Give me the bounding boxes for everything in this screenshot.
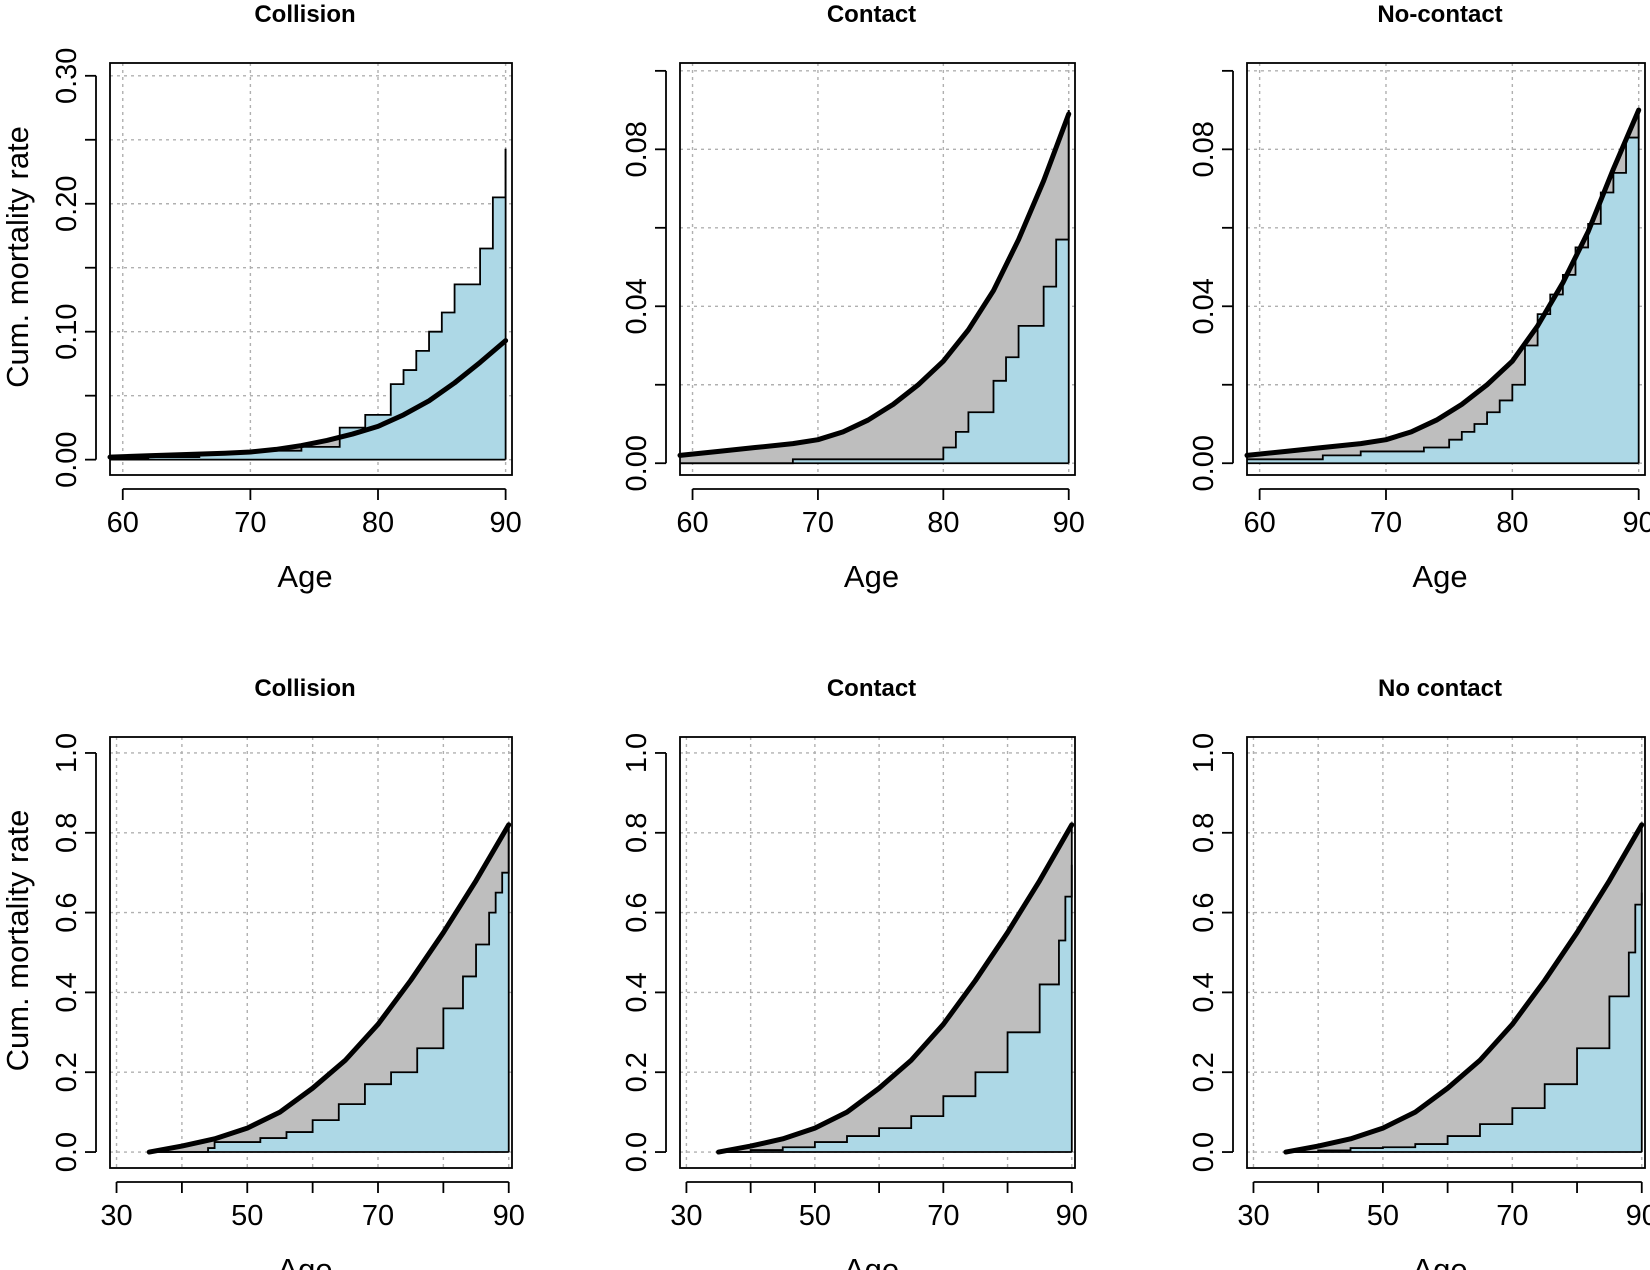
x-tick-label: 70	[1370, 507, 1402, 539]
y-tick-label: 0.20	[51, 176, 83, 232]
expected-curve-line	[146, 822, 512, 1155]
observed-step-line	[680, 110, 1070, 465]
panel-2: 60 70 80 90 0.00 0.04 0.08 Contact Age	[621, 1, 1085, 594]
y-tick-label: 0.0	[621, 1132, 653, 1172]
plot-frame	[679, 62, 1076, 476]
plot-frame	[1246, 736, 1646, 1169]
x-tick-label: 80	[1496, 507, 1528, 539]
observed-area	[718, 864, 1072, 1153]
y-tick-label: 0.04	[621, 278, 653, 334]
x-tick-label: 50	[1367, 1200, 1399, 1232]
y-tick-label: 1.0	[1188, 733, 1220, 773]
y-tick-label: 0.6	[621, 892, 653, 932]
panel-title: Collision	[254, 1, 355, 28]
observed-area	[149, 824, 509, 1153]
expected-curve-line	[107, 338, 509, 460]
y-tick-label: 0.10	[51, 303, 83, 359]
y-tick-label: 0.4	[1188, 972, 1220, 1012]
plot-frame	[679, 736, 1076, 1169]
panel-5: 30 50 70 90 0.0 0.2 0.4 0.6 0.8 1.0 Contact Age	[621, 675, 1088, 1270]
observed-area	[680, 110, 1069, 464]
y-tick-label: 0.0	[1188, 1132, 1220, 1172]
x-tick-label: 30	[100, 1200, 132, 1232]
x-tick-label: 90	[1623, 507, 1650, 539]
y-tick-label: 0.4	[51, 972, 83, 1012]
observed-step-line	[1285, 892, 1643, 1153]
plot-frame	[1246, 62, 1646, 476]
observed-area	[110, 148, 506, 460]
y-tick-label: 1.0	[51, 733, 83, 773]
x-tick-label: 50	[231, 1200, 263, 1232]
x-axis-label: Age	[1412, 559, 1467, 594]
panel-3: 60 70 80 90 0.00 0.04 0.08 No-contact Age	[1188, 1, 1650, 594]
y-axis-label: Cum. mortality rate	[0, 810, 35, 1072]
x-tick-label: 90	[493, 1200, 525, 1232]
observed-step-line	[718, 864, 1073, 1153]
observed-area	[1285, 892, 1642, 1153]
y-tick-label: 0.4	[621, 972, 653, 1012]
x-tick-label: 30	[670, 1200, 702, 1232]
y-tick-label: 0.0	[51, 1132, 83, 1172]
y-tick-label: 0.6	[1188, 892, 1220, 932]
panel-6: 30 50 70 90 0.0 0.2 0.4 0.6 0.8 1.0 No contact Age	[1188, 675, 1650, 1270]
observed-step-line	[149, 824, 510, 1153]
panel-4: 30 50 70 90 0.0 0.2 0.4 0.6 0.8 1.0 Collision Age Cu…	[0, 675, 525, 1270]
gap-area	[1285, 824, 1642, 1153]
x-axis-label: Age	[277, 1252, 332, 1270]
y-tick-label: 0.8	[51, 813, 83, 853]
x-tick-label: 60	[1244, 507, 1276, 539]
y-tick-label: 0.2	[1188, 1052, 1220, 1092]
plot-frame	[109, 62, 513, 476]
gap-area	[718, 824, 1072, 1153]
panel-title: No-contact	[1377, 1, 1502, 28]
y-tick-label: 0.00	[1188, 435, 1220, 491]
panel-1: 60 70 80 90 0.00 0.10 0.20 0.30 Collision Age Cum.…	[0, 1, 522, 594]
x-tick-label: 90	[489, 507, 521, 539]
y-tick-label: 0.30	[51, 48, 83, 104]
x-tick-label: 80	[927, 507, 959, 539]
y-tick-label: 0.08	[1188, 121, 1220, 177]
x-tick-label: 90	[1056, 1200, 1088, 1232]
x-tick-label: 80	[362, 507, 394, 539]
y-tick-label: 0.8	[621, 813, 653, 853]
observed-area	[1247, 110, 1639, 464]
y-tick-label: 0.2	[51, 1052, 83, 1092]
x-tick-label: 70	[234, 507, 266, 539]
y-tick-label: 0.00	[51, 431, 83, 487]
x-tick-label: 50	[799, 1200, 831, 1232]
expected-curve-line	[677, 111, 1072, 458]
x-axis-label: Age	[844, 559, 899, 594]
x-tick-label: 30	[1237, 1200, 1269, 1232]
expected-curve-line	[1244, 107, 1642, 458]
x-tick-label: 90	[1626, 1200, 1650, 1232]
gap-area	[680, 114, 1069, 464]
x-tick-label: 60	[676, 507, 708, 539]
panel-title: Contact	[827, 1, 916, 28]
x-axis-label: Age	[844, 1252, 899, 1270]
y-axis-label: Cum. mortality rate	[0, 126, 35, 388]
x-axis-label: Age	[277, 559, 332, 594]
x-tick-label: 90	[1053, 507, 1085, 539]
expected-curve-line	[1283, 822, 1645, 1155]
x-tick-label: 70	[1496, 1200, 1528, 1232]
x-tick-label: 70	[362, 1200, 394, 1232]
plot-frame	[109, 736, 513, 1169]
y-tick-label: 0.00	[621, 435, 653, 491]
y-tick-label: 0.04	[1188, 278, 1220, 334]
panel-title: Collision	[254, 675, 355, 702]
panel-title: Contact	[827, 675, 916, 702]
expected-curve-line	[716, 822, 1075, 1155]
y-tick-label: 1.0	[621, 733, 653, 773]
y-tick-label: 0.08	[621, 121, 653, 177]
x-tick-label: 60	[107, 507, 139, 539]
x-tick-label: 70	[927, 1200, 959, 1232]
x-axis-label: Age	[1412, 1252, 1467, 1270]
y-tick-label: 0.6	[51, 892, 83, 932]
panel-title: No contact	[1378, 675, 1502, 702]
x-tick-label: 70	[802, 507, 834, 539]
y-tick-label: 0.8	[1188, 813, 1220, 853]
y-tick-label: 0.2	[621, 1052, 653, 1092]
